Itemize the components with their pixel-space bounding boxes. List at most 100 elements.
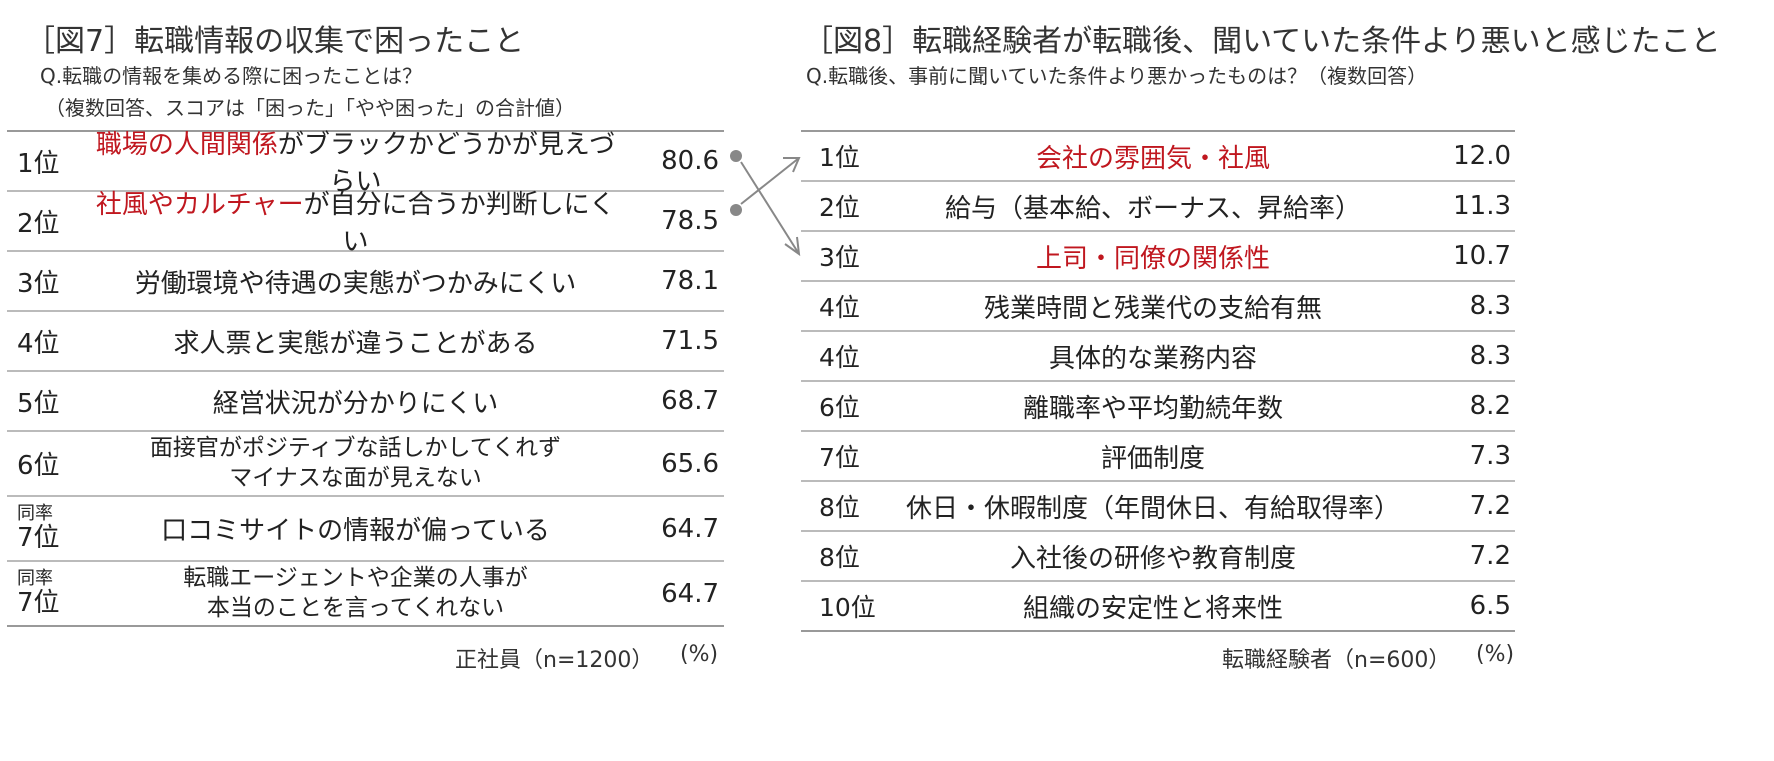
value-cell: 78.5	[661, 206, 719, 236]
rank-cell: 同率 7位	[17, 562, 60, 625]
item-text: 求人票と実態が違うことがある	[173, 328, 538, 359]
value-cell: 6.5	[1469, 591, 1511, 621]
item-label-text: 面接官がポジティブな話しかしてくれず マイナスな面が見えない	[150, 434, 561, 494]
item-text: 会社の雰囲気・社風	[1035, 143, 1270, 174]
rank-cell: 10位	[819, 582, 876, 630]
item-label: 求人票と実態が違うことがある	[87, 312, 624, 370]
connector-dot-1	[730, 150, 742, 162]
value-cell: 8.3	[1469, 341, 1511, 371]
item-text: 具体的な業務内容	[1048, 343, 1257, 374]
rank-label: 8位	[819, 493, 860, 522]
left-title: ［図7］転職情報の収集で困ったこと	[25, 24, 525, 59]
table-row: 2位 社風やカルチャーが自分に合うか判断しにくい 78.5	[7, 190, 724, 257]
rank-cell: 7位	[819, 432, 860, 480]
item-text: 面接官がポジティブな話しかしてくれず	[149, 434, 562, 461]
rank-cell: 3位	[17, 252, 60, 310]
rank-cell: 5位	[17, 372, 60, 430]
right-title: ［図8］転職経験者が転職後、聞いていた条件より悪いと感じたこと	[803, 24, 1721, 59]
item-label: 給与（基本給、ボーナス、昇給率）	[891, 182, 1415, 230]
item-label: 具体的な業務内容	[891, 332, 1415, 380]
table-row: 1位 会社の雰囲気・社風 12.0	[801, 132, 1515, 182]
item-text: 入社後の研修や教育制度	[1009, 543, 1296, 574]
table-row: 4位 求人票と実態が違うことがある 71.5	[7, 312, 724, 372]
rank-label: 7位	[17, 523, 60, 554]
table-row: 7位 評価制度 7.3	[801, 432, 1515, 482]
rank-cell: 4位	[819, 282, 860, 330]
table-row: 8位 入社後の研修や教育制度 7.2	[801, 532, 1515, 582]
item-text: 休日・休暇制度（年間休日、有給取得率）	[905, 493, 1400, 524]
item-label: 社風やカルチャーが自分に合うか判断しにくい	[87, 190, 624, 257]
rank-cell: 8位	[819, 482, 860, 530]
rank-cell: 2位	[819, 182, 860, 230]
connector-arrowhead-1	[784, 236, 801, 257]
left-question: Q.転職の情報を集める際に困ったことは？	[40, 64, 423, 88]
connector-line-1	[740, 161, 800, 255]
table-row: 10位 組織の安定性と将来性 6.5	[801, 582, 1515, 632]
table-row: 3位 労働環境や待遇の実態がつかみにくい 78.1	[7, 252, 724, 312]
item-label: 経営状況が分かりにくい	[87, 372, 624, 430]
rank-label: 7位	[17, 588, 60, 619]
value-cell: 80.6	[661, 146, 719, 176]
rank-label: 3位	[819, 243, 860, 272]
table-row: 同率 7位 口コミサイトの情報が偏っている 64.7	[7, 497, 724, 562]
table-row: 5位 経営状況が分かりにくい 68.7	[7, 372, 724, 432]
table-row: 4位 残業時間と残業代の支給有無 8.3	[801, 282, 1515, 332]
left-footer-unit: (%)	[680, 642, 719, 667]
rank-label: 7位	[819, 443, 860, 472]
rank-stack: 同率 7位	[17, 504, 60, 552]
rank-label: 1位	[819, 143, 860, 172]
table-row: 4位 具体的な業務内容 8.3	[801, 332, 1515, 382]
rank-cell: 3位	[819, 232, 860, 280]
item-label: 休日・休暇制度（年間休日、有給取得率）	[891, 482, 1415, 530]
table-row: 3位 上司・同僚の関係性 10.7	[801, 232, 1515, 282]
value-cell: 10.7	[1453, 241, 1511, 271]
item-label: 口コミサイトの情報が偏っている	[87, 497, 624, 560]
right-footer-sample: 転職経験者（n=600）	[1222, 648, 1451, 673]
value-cell: 12.0	[1453, 141, 1511, 171]
connector-line-2	[740, 157, 800, 205]
connector-dot-2	[730, 204, 742, 216]
item-label: 職場の人間関係がブラックかどうかが見えづらい	[87, 130, 624, 197]
item-text: 離職率や平均勤続年数	[1022, 393, 1283, 424]
value-cell: 7.3	[1469, 441, 1511, 471]
value-cell: 7.2	[1469, 491, 1511, 521]
value-cell: 7.2	[1469, 541, 1511, 571]
rank-label: 4位	[17, 328, 60, 359]
rank-cell: 1位	[819, 132, 860, 180]
right-ranking-table: 1位 会社の雰囲気・社風 12.0 2位 給与（基本給、ボーナス、昇給率） 11.3 3位 上…	[801, 130, 1515, 632]
item-text: 上司・同僚の関係性	[1035, 243, 1270, 274]
rank-label: 2位	[17, 208, 60, 239]
item-label: 転職エージェントや企業の人事が 本当のことを言ってくれない	[87, 562, 624, 625]
value-cell: 8.2	[1469, 391, 1511, 421]
connector-arrows	[730, 150, 801, 257]
value-cell: 64.7	[661, 513, 719, 544]
value-cell: 65.6	[661, 448, 719, 479]
rank-label: 10位	[819, 593, 876, 622]
rank-cell: 同率 7位	[17, 497, 60, 560]
item-label: 会社の雰囲気・社風	[891, 132, 1415, 180]
item-text: が自分に合うか判断しにくい	[303, 190, 616, 257]
item-text: 労働環境や待遇の実態がつかみにくい	[134, 268, 577, 299]
rank-cell: 6位	[17, 432, 60, 495]
item-text-line2: 本当のことを言ってくれない	[206, 594, 505, 621]
value-cell: 71.5	[661, 326, 719, 356]
rank-cell: 4位	[17, 312, 60, 370]
tie-label: 同率	[17, 503, 53, 525]
item-label: 労働環境や待遇の実態がつかみにくい	[87, 252, 624, 310]
item-text: 評価制度	[1100, 443, 1205, 474]
item-label-text: 労働環境や待遇の実態がつかみにくい	[135, 263, 576, 300]
item-label-text: 口コミサイトの情報が偏っている	[161, 510, 550, 547]
value-cell: 11.3	[1453, 191, 1511, 221]
item-text: 口コミサイトの情報が偏っている	[161, 516, 550, 546]
value-cell: 8.3	[1469, 291, 1511, 321]
value-cell: 78.1	[661, 266, 719, 296]
item-text: がブラックかどうかが見えづらい	[277, 130, 616, 197]
table-row: 8位 休日・休暇制度（年間休日、有給取得率） 7.2	[801, 482, 1515, 532]
rank-cell: 1位	[17, 132, 60, 190]
highlight-text: 社風やカルチャー	[95, 190, 304, 220]
item-text: 組織の安定性と将来性	[1022, 593, 1283, 624]
item-label: 残業時間と残業代の支給有無	[891, 282, 1415, 330]
highlight-text: 職場の人間関係	[95, 130, 278, 160]
rank-cell: 8位	[819, 532, 860, 580]
rank-cell: 4位	[819, 332, 860, 380]
